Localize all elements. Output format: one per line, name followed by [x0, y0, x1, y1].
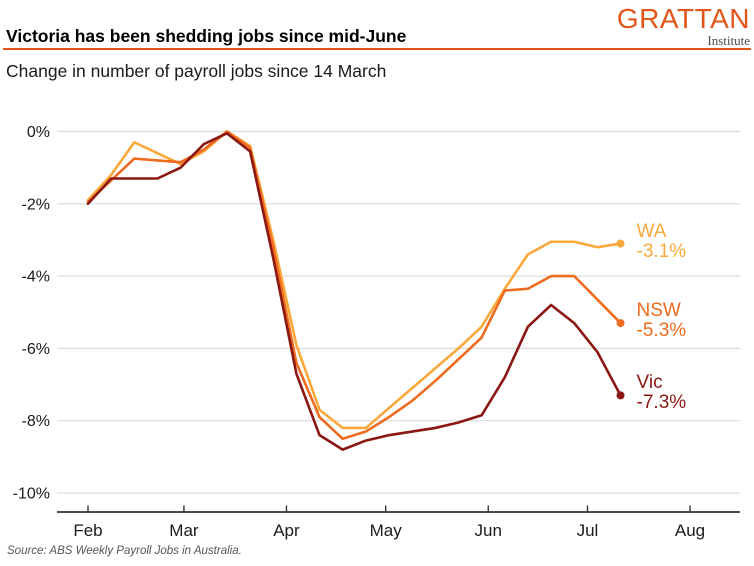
series-label-vic: Vic -7.3%	[637, 373, 687, 413]
series-label-nsw-name: NSW	[636, 300, 681, 322]
y-axis-label: -4%	[22, 269, 50, 286]
grattan-logo-wordmark: GRATTAN	[616, 3, 750, 34]
line-wa	[86, 130, 622, 430]
x-axis-label: Feb	[73, 521, 102, 540]
end-dot-vic	[616, 391, 625, 400]
y-axis-label: -6%	[22, 341, 50, 358]
page-title: Victoria has been shedding jobs since mi…	[6, 26, 407, 46]
series-label-wa: WA -3.1%	[636, 220, 687, 262]
series-label-nsw-value: -5.3%	[636, 320, 687, 342]
series-label-vic-value: -7.3%	[636, 392, 687, 414]
x-axis-label: Jul	[577, 521, 599, 540]
x-axis-label: Aug	[675, 521, 705, 540]
series-label-vic-name: Vic	[636, 372, 663, 394]
title-underline-rule	[3, 48, 751, 50]
end-dot-nsw	[616, 319, 625, 328]
x-axis-label: Jun	[475, 521, 502, 540]
series-label-nsw: NSW -5.3%	[637, 301, 687, 341]
x-axis-label: Mar	[169, 521, 199, 540]
end-dot-wa	[616, 239, 625, 248]
chart-subtitle: Change in number of payroll jobs since 1…	[6, 61, 387, 81]
x-axis-label: May	[370, 521, 403, 540]
y-axis-label: -10%	[13, 486, 50, 503]
series-label-wa-name: WA	[636, 220, 667, 242]
grattan-logo-institute: Institute	[707, 33, 750, 48]
line-vic	[86, 132, 622, 451]
series-label-wa-value: -3.1%	[636, 240, 687, 262]
y-axis-label: -2%	[22, 196, 50, 213]
y-axis-label: 0%	[27, 124, 50, 141]
x-axis-label: Apr	[273, 521, 300, 540]
source-note: Source: ABS Weekly Payroll Jobs in Austr…	[7, 545, 242, 557]
y-axis-label: -8%	[22, 413, 50, 430]
line-nsw	[86, 130, 622, 441]
grattan-logo: GRATTAN Institute	[616, 3, 750, 48]
